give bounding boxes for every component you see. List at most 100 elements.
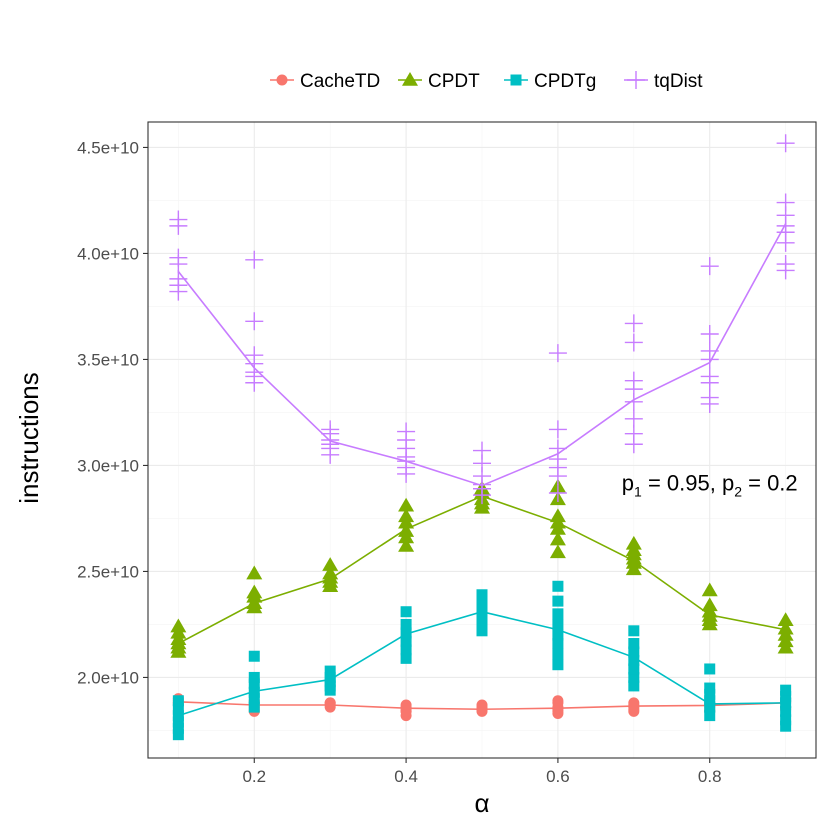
data-point-cpdtg <box>324 665 336 677</box>
data-point-cpdt <box>170 618 187 633</box>
annotation-middle: = 0.95, p <box>642 471 734 496</box>
data-point-cpdtg <box>780 720 792 732</box>
annotation-sub2: 2 <box>734 484 742 500</box>
data-point-tqdist <box>776 134 795 153</box>
data-point-cpdtg <box>248 671 260 683</box>
y-axis: 2.0e+10 2.5e+10 3.0e+10 3.5e+10 4.0e+10 4.5e+… <box>77 138 148 687</box>
x-tick-label: 0.2 <box>242 767 266 786</box>
data-point-cpdtg <box>780 697 792 709</box>
data-point-cpdtg <box>476 625 488 637</box>
data-point-cachetd <box>476 703 488 715</box>
y-tick-label: 3.0e+10 <box>77 456 139 475</box>
data-point-cpdtg <box>704 710 716 722</box>
data-point-cpdtg <box>172 722 184 734</box>
data-point-cpdtg <box>172 710 184 722</box>
legend-label-cachetd: CacheTD <box>300 71 380 92</box>
data-point-tqdist <box>700 257 719 276</box>
data-point-cpdtg <box>552 648 564 660</box>
data-point-cpdt <box>701 582 718 597</box>
legend-label-tqdist: tqDist <box>654 71 703 92</box>
data-point-tqdist <box>624 409 643 428</box>
data-point-cpdt <box>246 584 263 599</box>
annotation-p1-label: p <box>622 471 634 496</box>
data-point-cpdtg <box>172 729 184 741</box>
data-point-cpdtg <box>628 654 640 666</box>
data-point-tqdist <box>245 250 264 269</box>
data-point-cpdtg <box>552 629 564 641</box>
data-point-cpdtg <box>780 705 792 717</box>
data-point-cachetd <box>552 705 564 717</box>
y-tick-label: 4.5e+10 <box>77 138 139 157</box>
data-point-tqdist <box>700 367 719 386</box>
data-point-cpdtg <box>704 682 716 694</box>
data-point-cpdtg <box>628 680 640 692</box>
x-axis: 0.2 0.4 0.6 0.8 <box>242 758 722 786</box>
data-point-cpdtg <box>552 638 564 650</box>
legend-key-tqdist <box>627 71 645 89</box>
data-point-cpdt <box>398 523 415 537</box>
data-point-cpdtg <box>704 663 716 675</box>
legend-key-cpdt <box>402 72 418 86</box>
y-tick-label: 2.5e+10 <box>77 562 139 581</box>
data-point-cpdtg <box>172 703 184 715</box>
series-tqdist <box>169 134 795 505</box>
data-point-cpdtg <box>552 618 564 630</box>
data-point-tqdist <box>245 312 264 331</box>
legend-label-cpdt: CPDT <box>428 71 480 92</box>
legend-item-cachetd: CacheTD <box>270 71 380 92</box>
data-point-cachetd <box>552 695 564 707</box>
data-point-cpdtg <box>476 589 488 601</box>
data-point-cpdtg <box>248 678 260 690</box>
data-point-tqdist <box>169 210 188 229</box>
data-point-cpdtg <box>628 671 640 683</box>
data-point-cachetd <box>628 705 640 717</box>
data-point-tqdist <box>624 314 643 333</box>
data-point-cpdtg <box>400 635 412 647</box>
data-point-tqdist <box>776 193 795 212</box>
y-axis-title: instructions <box>14 372 44 504</box>
x-axis-title: α <box>474 788 489 818</box>
data-point-cpdtg <box>780 691 792 703</box>
data-point-cpdt <box>398 508 415 523</box>
data-point-cpdtg <box>476 616 488 628</box>
data-point-tqdist <box>397 422 416 441</box>
data-point-cpdtg <box>400 627 412 639</box>
data-point-tqdist <box>700 325 719 343</box>
annotation-sub1: 1 <box>634 484 642 500</box>
data-point-cachetd <box>324 697 336 709</box>
legend-key-cachetd <box>276 74 288 86</box>
data-point-cachetd <box>400 705 412 717</box>
legend-key-cpdtg <box>510 74 522 86</box>
legend-item-cpdtg: CPDTg <box>504 71 596 92</box>
data-point-tqdist <box>776 255 795 274</box>
data-point-cpdtg <box>704 695 716 707</box>
data-point-cpdtg <box>400 618 412 630</box>
y-tick-label: 2.0e+10 <box>77 668 139 687</box>
data-point-tqdist <box>624 371 643 390</box>
data-point-tqdist <box>624 333 643 352</box>
data-point-tqdist <box>321 420 340 439</box>
data-point-cpdtg <box>248 693 260 705</box>
data-point-cpdt <box>322 557 339 571</box>
x-tick-label: 0.8 <box>698 767 722 786</box>
data-point-tqdist <box>548 484 567 502</box>
data-point-cpdtg <box>248 686 260 698</box>
data-point-cpdtg <box>628 646 640 658</box>
data-point-tqdist <box>245 346 264 365</box>
data-point-cpdt <box>701 597 718 612</box>
data-point-cpdtg <box>552 608 564 620</box>
series-cpdt <box>170 478 794 658</box>
data-point-cpdt <box>777 612 794 626</box>
data-point-cpdtg <box>704 701 716 713</box>
data-point-cpdtg <box>400 606 412 618</box>
annotation-end: = 0.2 <box>742 471 798 496</box>
data-point-cpdtg <box>172 716 184 728</box>
data-point-cpdt <box>549 544 566 559</box>
data-point-tqdist <box>169 248 188 267</box>
annotation-params: p1 = 0.95, p2 = 0.2 <box>622 471 798 500</box>
legend-label-cpdtg: CPDTg <box>534 71 596 92</box>
data-point-cpdtg <box>780 714 792 726</box>
data-point-cpdt <box>549 508 566 523</box>
series-cpdtg <box>172 580 792 741</box>
